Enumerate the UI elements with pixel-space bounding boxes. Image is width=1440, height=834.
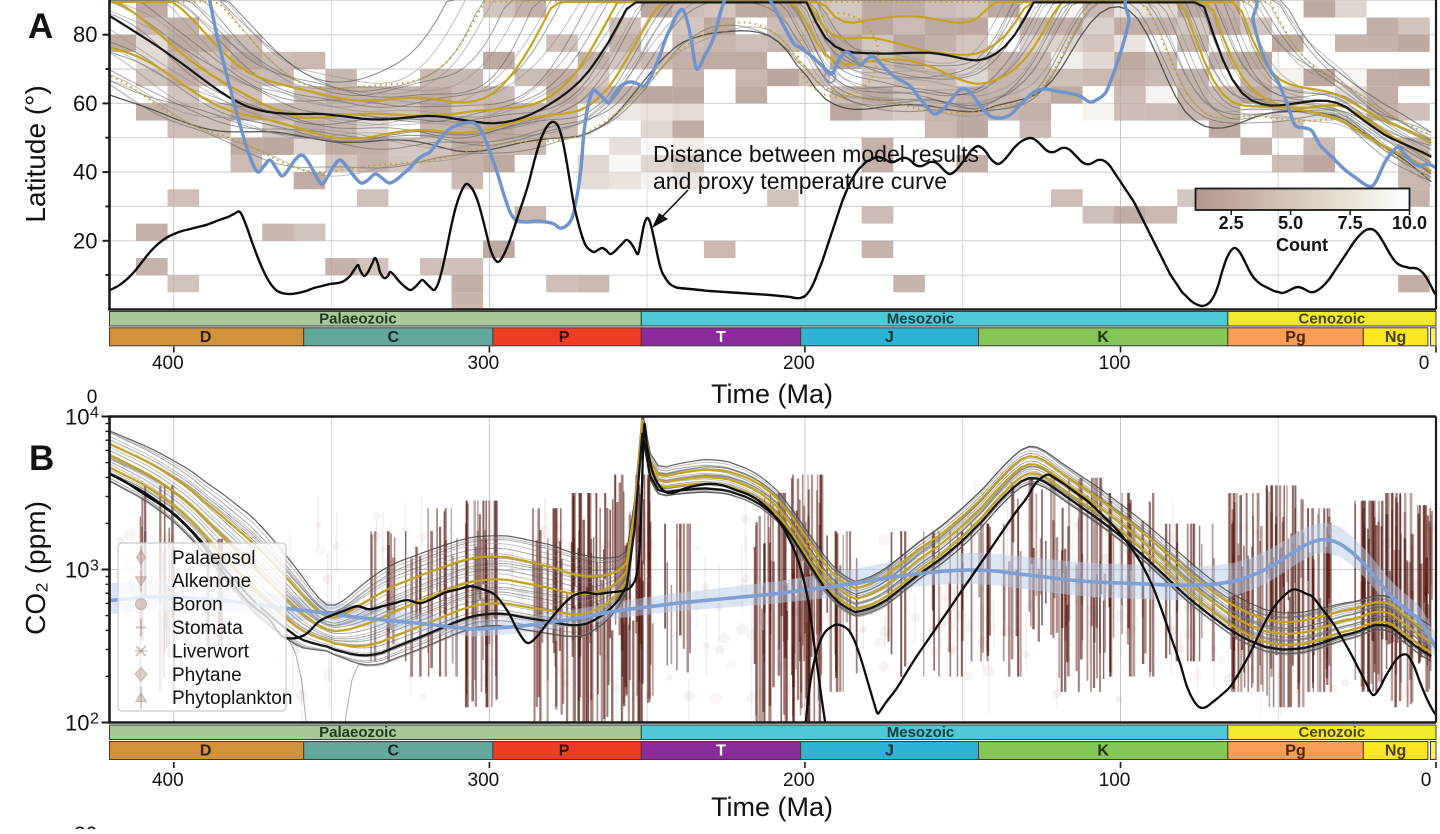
svg-text:0: 0	[1421, 770, 1432, 791]
svg-text:Time (Ma): Time (Ma)	[711, 792, 833, 822]
svg-text:400: 400	[152, 353, 184, 374]
svg-text:Cenozoic: Cenozoic	[1299, 311, 1366, 328]
svg-text:Distance between model results: Distance between model results	[653, 141, 979, 167]
svg-text:Palaeosol: Palaeosol	[172, 548, 255, 569]
svg-text:T: T	[716, 329, 726, 346]
svg-text:Palaeozoic: Palaeozoic	[319, 311, 397, 328]
svg-text:400: 400	[152, 770, 184, 791]
svg-text:5.0: 5.0	[1278, 213, 1303, 233]
svg-text:D: D	[200, 743, 212, 760]
svg-text:300: 300	[468, 770, 500, 791]
svg-text:10: 10	[65, 558, 89, 583]
svg-text:Latitude (°): Latitude (°)	[20, 85, 51, 222]
svg-text:Boron: Boron	[172, 595, 223, 616]
svg-text:Liverwort: Liverwort	[172, 641, 250, 662]
svg-text:7.5: 7.5	[1338, 213, 1363, 233]
svg-text:Count: Count	[1276, 235, 1328, 255]
svg-text:D: D	[200, 329, 212, 346]
svg-text:CO₂ (ppm): CO₂ (ppm)	[20, 501, 51, 635]
svg-text:Palaeozoic: Palaeozoic	[319, 724, 397, 741]
svg-text:2.5: 2.5	[1219, 213, 1244, 233]
svg-text:Ng: Ng	[1385, 743, 1406, 760]
svg-text:Mesozoic: Mesozoic	[887, 724, 955, 741]
svg-text:100: 100	[1099, 770, 1131, 791]
svg-text:40: 40	[73, 160, 97, 185]
svg-text:80: 80	[73, 22, 97, 47]
svg-text:20: 20	[74, 823, 97, 829]
svg-text:C: C	[388, 743, 400, 760]
svg-text:10: 10	[65, 405, 89, 430]
svg-text:and proxy temperature curve: and proxy temperature curve	[653, 168, 947, 194]
svg-text:P: P	[559, 329, 570, 346]
svg-text:Ng: Ng	[1385, 329, 1406, 346]
svg-text:0: 0	[1419, 353, 1430, 374]
svg-text:A: A	[28, 7, 53, 46]
svg-text:0: 0	[87, 387, 98, 408]
svg-text:Phytane: Phytane	[172, 665, 242, 686]
svg-text:K: K	[1097, 743, 1109, 760]
svg-text:J: J	[885, 743, 894, 760]
svg-text:4: 4	[90, 405, 99, 422]
svg-text:P: P	[559, 743, 570, 760]
svg-text:60: 60	[73, 91, 97, 116]
svg-text:300: 300	[468, 353, 500, 374]
svg-text:T: T	[716, 743, 726, 760]
svg-text:10.0: 10.0	[1392, 213, 1427, 233]
svg-text:Pg: Pg	[1285, 329, 1305, 346]
svg-text:10: 10	[65, 711, 89, 736]
svg-text:Pg: Pg	[1285, 743, 1305, 760]
svg-text:100: 100	[1099, 353, 1131, 374]
svg-text:200: 200	[783, 770, 815, 791]
svg-text:Mesozoic: Mesozoic	[887, 311, 955, 328]
svg-text:200: 200	[783, 353, 815, 374]
svg-text:Stomata: Stomata	[172, 618, 243, 639]
svg-text:Cenozoic: Cenozoic	[1299, 724, 1366, 741]
svg-text:2: 2	[90, 711, 99, 728]
svg-text:J: J	[885, 329, 894, 346]
svg-text:K: K	[1097, 329, 1109, 346]
svg-text:Time (Ma): Time (Ma)	[711, 379, 833, 409]
svg-text:20: 20	[73, 228, 97, 253]
svg-text:3: 3	[90, 558, 99, 575]
svg-text:B: B	[29, 439, 54, 478]
svg-text:C: C	[388, 329, 400, 346]
svg-text:Phytoplankton: Phytoplankton	[172, 688, 292, 709]
svg-text:Alkenone: Alkenone	[172, 571, 251, 592]
